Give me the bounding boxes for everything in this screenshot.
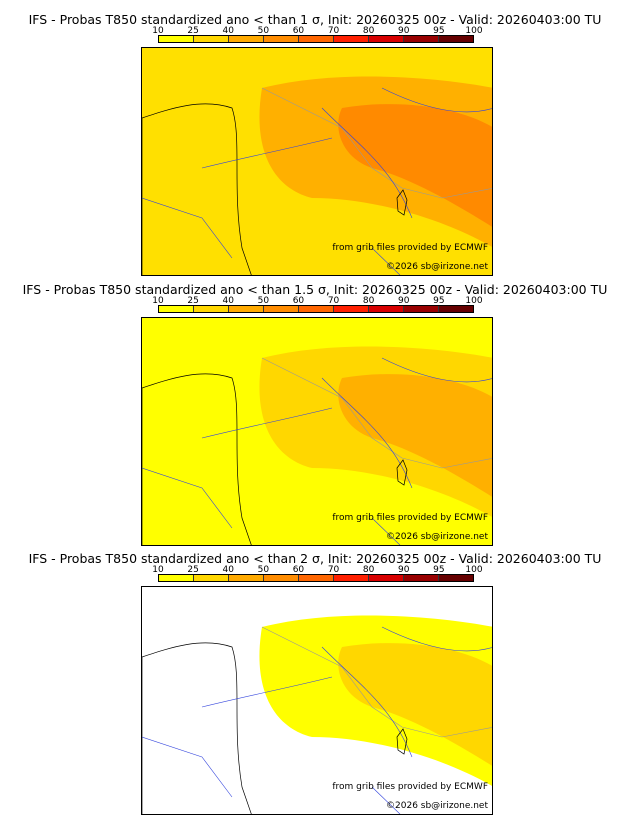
colorbar-segment: [159, 306, 194, 312]
colorbar-segment: [299, 36, 334, 42]
colorbar-tick-label: 60: [292, 296, 305, 306]
map-panel-2: IFS - Probas T850 standardized ano < tha…: [0, 282, 630, 552]
colorbar-tick-label: 100: [465, 565, 483, 575]
colorbar-tick-label: 40: [222, 296, 234, 306]
high-probability-area: [338, 643, 492, 766]
colorbar-tick-label: 90: [398, 296, 410, 306]
colorbar-tick-label: 10: [152, 565, 164, 575]
colorbar-segment: [404, 36, 439, 42]
colorbar-segment: [334, 575, 369, 581]
colorbar-segment: [229, 575, 264, 581]
corsica-outline: [396, 459, 408, 486]
rivers: [142, 736, 401, 814]
colorbar-tick-label: 100: [465, 26, 483, 36]
panel-title: IFS - Probas T850 standardized ano < tha…: [28, 551, 602, 566]
colorbar-segment: [299, 575, 334, 581]
colorbar-tick-label: 50: [257, 26, 270, 36]
coastline: [142, 373, 252, 545]
colorbar-segment: [404, 306, 439, 312]
colorbar-segment: [439, 575, 473, 581]
colorbar-segment: [369, 575, 404, 581]
map-canvas: [142, 48, 492, 275]
colorbar-segment: [264, 306, 299, 312]
high-probability-area: [338, 374, 492, 497]
corsica-outline: [396, 728, 408, 755]
colorbar-segment: [299, 306, 334, 312]
source-credit: from grib files provided by ECMWF: [332, 782, 488, 792]
colorbar-tick-label: 50: [257, 296, 270, 306]
colorbar-segment: [369, 306, 404, 312]
border-line: [261, 87, 492, 199]
colorbar-tick-label: 80: [362, 26, 375, 36]
colorbar-segment: [159, 36, 194, 42]
colorbar-tick-label: 25: [187, 26, 199, 36]
colorbar-segment: [229, 306, 264, 312]
colorbar-tick-label: 50: [257, 565, 270, 575]
colorbar-segment: [229, 36, 264, 42]
panel-title: IFS - Probas T850 standardized ano < tha…: [22, 282, 608, 297]
map-canvas: [142, 318, 492, 545]
border-line: [261, 357, 492, 469]
colorbar-tick-label: 70: [327, 565, 340, 575]
panel-title: IFS - Probas T850 standardized ano < tha…: [28, 12, 602, 27]
rivers: [142, 467, 401, 545]
colorbar-ticks: 10 25 40 50 60 70 80 90 95 100: [152, 296, 482, 306]
coastline: [142, 103, 252, 275]
colorbar-segment: [334, 306, 369, 312]
copyright-credit: ©2026 sb@irizone.net: [386, 801, 488, 811]
corsica-outline: [396, 189, 408, 216]
colorbar-segment: [439, 36, 473, 42]
colorbar-tick-label: 80: [362, 296, 375, 306]
colorbar: [158, 305, 474, 313]
colorbar: [158, 35, 474, 43]
colorbar-tick-label: 40: [222, 26, 234, 36]
colorbar-tick-label: 90: [398, 565, 410, 575]
source-credit: from grib files provided by ECMWF: [332, 243, 488, 253]
colorbar-tick-label: 60: [292, 565, 305, 575]
copyright-credit: ©2026 sb@irizone.net: [386, 262, 488, 272]
colorbar-tick-label: 90: [398, 26, 410, 36]
colorbar-tick-label: 70: [327, 26, 340, 36]
colorbar-ticks: 10 25 40 50 60 70 80 90 95 100: [152, 26, 482, 36]
colorbar-tick-label: 40: [222, 565, 234, 575]
probability-map: from grib files provided by ECMWF ©2026 …: [141, 586, 493, 815]
rivers: [201, 357, 492, 489]
colorbar-segment: [159, 575, 194, 581]
copyright-credit: ©2026 sb@irizone.net: [386, 532, 488, 542]
colorbar-tick-label: 80: [362, 565, 375, 575]
colorbar-tick-label: 60: [292, 26, 305, 36]
colorbar-tick-label: 25: [187, 296, 199, 306]
rivers: [201, 626, 492, 758]
colorbar-segment: [194, 36, 229, 42]
colorbar: [158, 574, 474, 582]
colorbar-tick-label: 95: [433, 26, 445, 36]
coastline: [142, 642, 252, 814]
rivers: [142, 197, 401, 275]
colorbar-segment: [439, 306, 473, 312]
probability-map: from grib files provided by ECMWF ©2026 …: [141, 47, 493, 276]
colorbar-tick-label: 70: [327, 296, 340, 306]
source-credit: from grib files provided by ECMWF: [332, 513, 488, 523]
colorbar-tick-label: 10: [152, 26, 164, 36]
colorbar-segment: [369, 36, 404, 42]
map-canvas: [142, 587, 492, 814]
colorbar-segment: [264, 575, 299, 581]
colorbar-tick-label: 95: [433, 296, 445, 306]
probability-map: from grib files provided by ECMWF ©2026 …: [141, 317, 493, 546]
colorbar-tick-label: 95: [433, 565, 445, 575]
colorbar-segment: [334, 36, 369, 42]
colorbar-segment: [264, 36, 299, 42]
high-probability-area: [338, 104, 492, 227]
colorbar-segment: [194, 575, 229, 581]
colorbar-tick-label: 100: [465, 296, 483, 306]
rivers: [201, 87, 492, 219]
colorbar-ticks: 10 25 40 50 60 70 80 90 95 100: [152, 565, 482, 575]
colorbar-tick-label: 10: [152, 296, 164, 306]
map-panel-1: IFS - Probas T850 standardized ano < tha…: [0, 12, 630, 282]
border-line: [261, 626, 492, 738]
colorbar-segment: [404, 575, 439, 581]
colorbar-tick-label: 25: [187, 565, 199, 575]
map-panel-3: IFS - Probas T850 standardized ano < tha…: [0, 551, 630, 821]
colorbar-segment: [194, 306, 229, 312]
